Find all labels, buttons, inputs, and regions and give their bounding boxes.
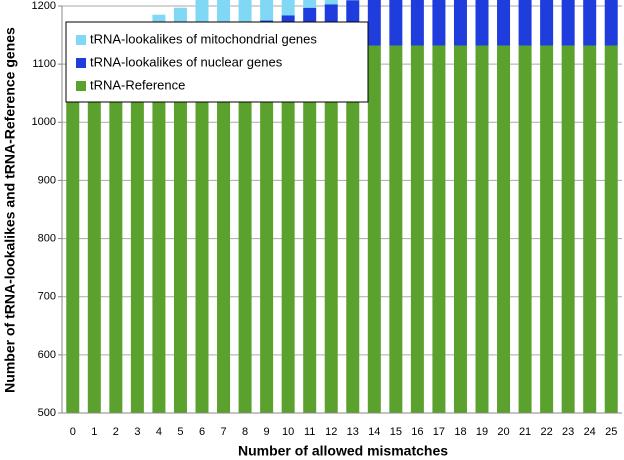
bar-segment	[583, 0, 597, 46]
bar-segment	[497, 0, 511, 46]
x-tick-label: 3	[134, 426, 140, 438]
x-tick-label: 23	[562, 426, 574, 438]
y-tick-label: 600	[38, 349, 56, 361]
x-tick-label: 8	[242, 426, 248, 438]
x-tick-label: 11	[304, 426, 315, 438]
bar-segment	[561, 0, 575, 46]
legend-swatch	[76, 35, 86, 45]
bar-segment	[432, 45, 446, 414]
x-tick-label: 0	[70, 426, 76, 438]
bar-segment	[238, 45, 252, 414]
bar-segment	[367, 45, 381, 414]
bar-segment	[303, 0, 317, 8]
bar-segment	[130, 45, 144, 414]
y-tick-label: 900	[38, 174, 56, 186]
bar-segment	[109, 45, 123, 414]
bar-segment	[281, 45, 295, 414]
bar-segment	[260, 45, 274, 414]
x-tick-label: 7	[220, 426, 226, 438]
y-axis-title: Number of tRNA-lookalikes and tRNA-Refer…	[2, 27, 18, 393]
y-tick-label: 500	[38, 407, 56, 419]
x-tick-label: 10	[282, 426, 294, 438]
x-tick-label: 18	[454, 426, 466, 438]
bar-segment	[540, 0, 554, 46]
legend-label: tRNA-Reference	[90, 77, 185, 92]
bar-segment	[389, 45, 403, 414]
x-tick-label: 6	[199, 426, 205, 438]
bar-segment	[195, 45, 209, 414]
x-tick-label: 25	[605, 426, 617, 438]
bar-segment	[173, 45, 187, 414]
bar-segment	[389, 0, 403, 46]
x-tick-label: 24	[584, 426, 596, 438]
bar-segment	[475, 45, 489, 414]
x-tick-label: 17	[433, 426, 445, 438]
bar-segment	[281, 0, 295, 16]
bar-segment	[497, 45, 511, 414]
x-tick-label: 9	[264, 426, 270, 438]
bar-segment	[453, 0, 467, 46]
x-axis-title: Number of allowed mismatches	[238, 443, 448, 459]
x-tick-label: 5	[177, 426, 183, 438]
x-tick-label: 4	[156, 426, 162, 438]
x-tick-label: 13	[347, 426, 359, 438]
y-tick-label: 700	[38, 291, 56, 303]
bar-segment	[367, 0, 381, 46]
bar-segment	[66, 45, 80, 414]
x-tick-label: 15	[390, 426, 402, 438]
bar-segment	[152, 45, 166, 414]
legend-label: tRNA-lookalikes of nuclear genes	[90, 54, 283, 69]
bar-segment	[410, 0, 424, 46]
x-tick-label: 14	[368, 426, 380, 438]
bar-segment	[217, 45, 231, 414]
x-tick-label: 22	[540, 426, 552, 438]
legend-swatch	[76, 58, 86, 68]
bar-segment	[87, 45, 101, 414]
bar-segment	[604, 0, 618, 46]
bar-segment	[540, 45, 554, 414]
bar-segment	[561, 45, 575, 414]
bar-segment	[346, 45, 360, 414]
bar-segment	[432, 0, 446, 46]
x-tick-label: 2	[113, 426, 119, 438]
y-tick-label: 1200	[32, 0, 56, 12]
legend-box	[65, 21, 369, 103]
y-tick-label: 1000	[32, 116, 56, 128]
bar-segment	[475, 0, 489, 46]
bar-segment	[518, 45, 532, 414]
bar-segment	[453, 45, 467, 414]
bar-segment	[324, 0, 338, 5]
x-tick-label: 12	[325, 426, 337, 438]
bar-segment	[518, 0, 532, 46]
bar-segment	[604, 45, 618, 414]
bar-segment	[583, 45, 597, 414]
x-tick-label: 16	[411, 426, 423, 438]
x-tick-label: 19	[476, 426, 488, 438]
legend-label: tRNA-lookalikes of mitochondrial genes	[90, 31, 317, 46]
bar-segment	[324, 45, 338, 414]
legend-swatch	[76, 81, 86, 91]
y-tick-label: 1100	[32, 58, 56, 70]
x-tick-label: 20	[497, 426, 509, 438]
y-tick-label: 800	[38, 232, 56, 244]
bar-segment	[410, 45, 424, 414]
x-tick-label: 21	[519, 426, 531, 438]
x-tick-label: 1	[91, 426, 97, 438]
bar-segment	[303, 45, 317, 414]
bar-segment	[260, 0, 274, 21]
